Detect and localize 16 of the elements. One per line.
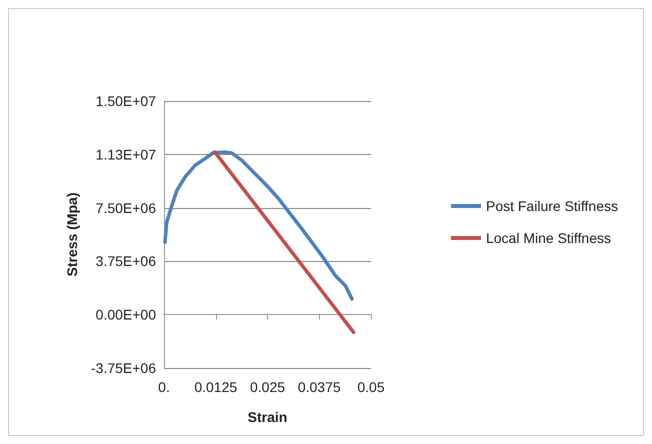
x-tick-label: 0.025 [250, 379, 286, 395]
y-tick-label: -3.75E+06 [91, 360, 156, 376]
legend-label: Local Mine Stiffness [486, 230, 612, 246]
x-tick-label: 0.05 [357, 379, 385, 395]
y-tick-label: 1.13E+07 [96, 146, 156, 162]
x-tick-label: 0. [158, 379, 170, 395]
line-series [163, 150, 354, 301]
legend-label: Post Failure Stiffness [486, 198, 618, 214]
y-tick-label: 1.50E+07 [96, 93, 156, 109]
y-axis-title: Stress (Mpa) [64, 192, 80, 277]
y-tick-label: 0.00E+00 [96, 306, 156, 323]
y-tick-label: 3.75E+06 [96, 253, 156, 270]
y-tick-label: 7.50E+06 [96, 200, 156, 216]
x-tick-label: 0.0375 [298, 379, 341, 395]
x-axis-title: Strain [248, 409, 288, 425]
x-tick-label: 0.0125 [194, 379, 238, 395]
